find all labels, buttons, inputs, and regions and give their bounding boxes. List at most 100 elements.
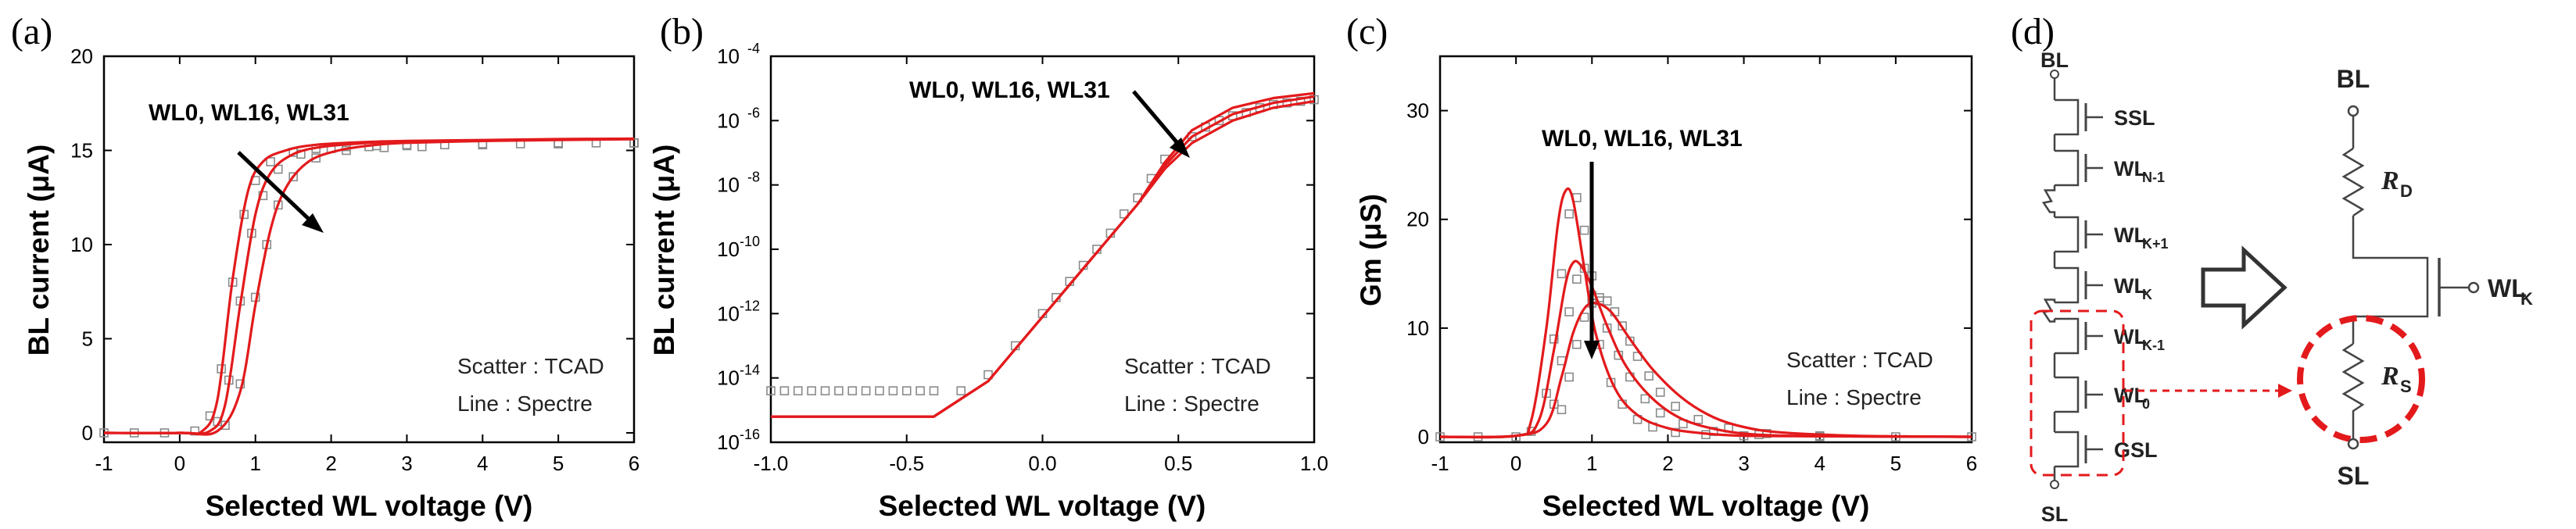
y-tick-label: 10 <box>717 431 740 454</box>
y-tick-exponent: -8 <box>747 170 760 185</box>
scatter-point <box>1564 307 1574 316</box>
x-tick-label: 1.0 <box>1300 452 1328 475</box>
label-rs: R <box>2381 362 2399 391</box>
panel-d-label: (d) <box>2011 11 2055 52</box>
y-tick-label: 10 <box>717 173 740 197</box>
label-wlk-sub: K <box>2520 289 2533 309</box>
scatter-point <box>220 420 230 431</box>
label-sl-equiv: SL <box>2338 462 2370 490</box>
terminal-sl <box>2050 480 2059 489</box>
y-tick-exponent: -10 <box>740 234 760 249</box>
plot-c-annotation: WL0, WL16, WL31 <box>1542 126 1743 152</box>
equivalence-arrow-icon <box>2201 245 2288 330</box>
scatter-point <box>1644 371 1653 381</box>
series-line-wl16 <box>103 138 635 435</box>
x-tick-label: 6 <box>1966 452 1977 475</box>
scatter-point <box>1572 339 1582 349</box>
scatter-point <box>288 172 298 182</box>
series-line-wl31 <box>1439 302 1972 438</box>
transistor-label-sub: 0 <box>2142 396 2150 412</box>
plot-c-xlabel: Selected WL voltage (V) <box>1542 490 1870 522</box>
series-line-wl0 <box>1439 187 1972 439</box>
panel-c-label: (c) <box>1346 11 1388 52</box>
link-arrow-head <box>2278 384 2292 398</box>
y-tick-exponent: -6 <box>747 105 760 120</box>
terminal-gate <box>2467 281 2480 294</box>
plot-a-frame <box>102 55 636 444</box>
x-tick-label: -0.5 <box>889 452 924 475</box>
x-tick-label: 4 <box>1814 452 1825 475</box>
plot-c-note-line: Line : Spectre <box>1786 385 1922 409</box>
x-tick-label: -1 <box>1431 452 1449 475</box>
x-tick-label: 1 <box>1586 452 1597 475</box>
terminal-sl-equiv <box>2347 438 2359 450</box>
transistor-label: WL <box>2114 325 2147 348</box>
channel <box>2055 149 2080 187</box>
label-bl-string: BL <box>2040 48 2069 72</box>
y-tick-exponent: -4 <box>747 41 760 56</box>
label-wlk: WL <box>2488 274 2527 302</box>
x-tick-label: 5 <box>553 452 564 475</box>
label-rs-sub: S <box>2400 377 2412 396</box>
scatter-point <box>1564 372 1574 382</box>
x-tick-label: -1 <box>95 452 113 475</box>
scatter-point <box>266 157 275 166</box>
channel <box>2055 216 2080 253</box>
scatter-point <box>1572 274 1582 284</box>
label-rd-sub: D <box>2400 181 2413 201</box>
transistor-label-sub: K <box>2142 287 2152 302</box>
plot-a-xlabel: Selected WL voltage (V) <box>206 490 533 522</box>
y-tick-label: 10 <box>717 109 740 132</box>
transistor-label: GSL <box>2114 438 2158 462</box>
scatter-point <box>847 386 858 395</box>
transistor-label: WL <box>2114 384 2147 407</box>
resistor-rd <box>2341 147 2365 217</box>
x-tick-label: 3 <box>1738 452 1749 475</box>
plot-c-ylabel: Gm (μS) <box>1355 194 1387 306</box>
scatter-point <box>1549 334 1559 344</box>
channel <box>2055 431 2080 468</box>
transistor-label-sub: K+1 <box>2142 236 2169 252</box>
plot-b-annotation: WL0, WL16, WL31 <box>909 77 1110 103</box>
wire-omitted <box>2041 185 2056 217</box>
scatter-point <box>1579 225 1589 235</box>
scatter-point <box>1640 394 1650 404</box>
transistor-label: WL <box>2114 223 2147 247</box>
selection-box <box>2030 309 2125 477</box>
x-tick-label: 4 <box>477 452 488 475</box>
scatter-point <box>1655 388 1665 397</box>
scatter-point <box>1693 414 1704 424</box>
channel <box>2055 317 2080 355</box>
plot-b-xlabel: Selected WL voltage (V) <box>879 490 1206 522</box>
x-tick-label: 0 <box>1510 452 1521 475</box>
label-bl-equiv: BL <box>2337 65 2370 93</box>
scatter-point <box>1602 296 1612 306</box>
scatter-point <box>1761 429 1772 438</box>
y-tick-label: 10 <box>717 302 740 325</box>
scatter-point <box>807 386 816 395</box>
scatter-point <box>1557 269 1567 279</box>
scatter-point <box>1655 408 1665 418</box>
plot-c-note-scatter: Scatter : TCAD <box>1786 348 1933 372</box>
x-tick-label: 2 <box>1662 452 1673 475</box>
x-tick-label: 2 <box>325 452 336 475</box>
y-tick-label: 30 <box>1406 99 1429 123</box>
scatter-point <box>901 386 912 395</box>
scatter-point <box>273 200 283 210</box>
y-tick-label: 5 <box>82 327 93 350</box>
plot-a-arrow <box>237 151 324 233</box>
y-tick-label: 10 <box>717 45 740 68</box>
scatter-point <box>929 386 939 395</box>
scatter-point <box>766 386 776 395</box>
series-line-wl31 <box>771 100 1315 418</box>
x-tick-label: 0.5 <box>1164 452 1192 475</box>
y-tick-label: 10 <box>717 366 740 390</box>
transistor-label-sub: N-1 <box>2142 170 2165 185</box>
y-tick-label: 10 <box>1406 316 1429 340</box>
series-line-wl0 <box>103 137 635 435</box>
transistor-label: WL <box>2114 274 2147 298</box>
plot-c-arrow <box>1584 162 1600 359</box>
